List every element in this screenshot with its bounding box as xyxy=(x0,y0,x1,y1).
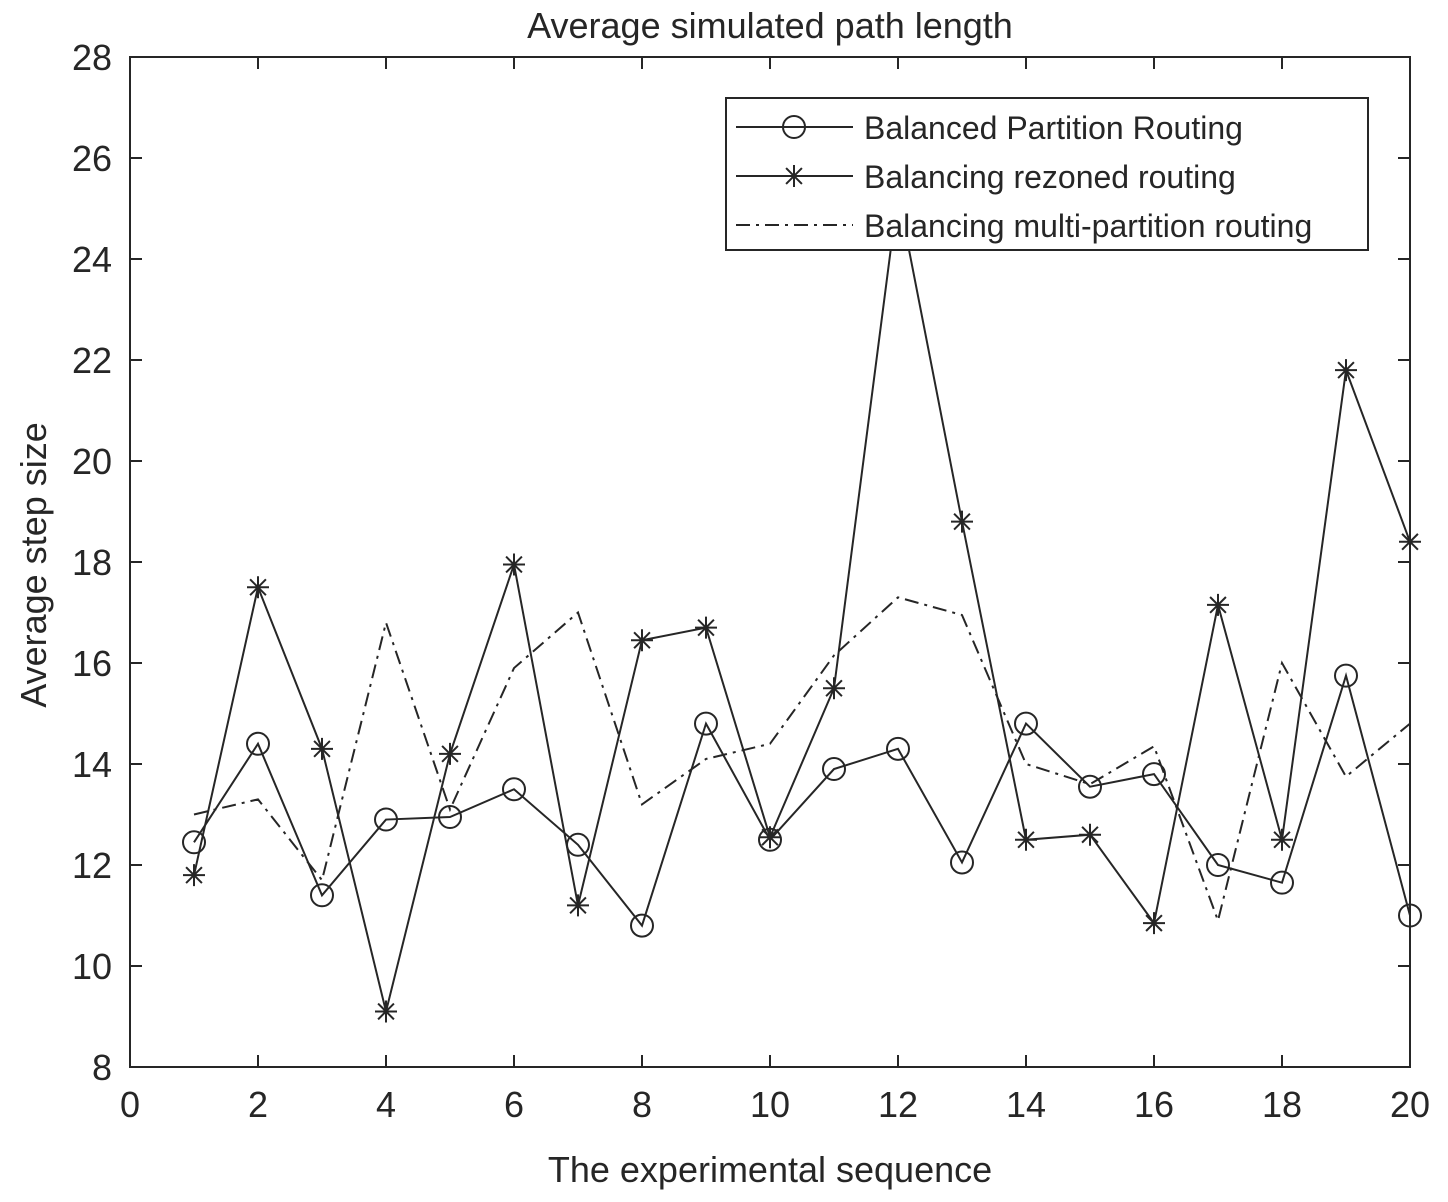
y-tick-label: 16 xyxy=(72,643,112,684)
x-tick-label: 6 xyxy=(504,1084,524,1125)
x-tick-label: 20 xyxy=(1390,1084,1430,1125)
data-point-asterisk xyxy=(823,677,845,700)
y-tick-label: 20 xyxy=(72,441,112,482)
series-3 xyxy=(193,596,1411,924)
data-point-circle xyxy=(182,830,206,855)
data-point-asterisk xyxy=(247,576,269,599)
data-point-asterisk xyxy=(375,1000,397,1023)
data-point-circle xyxy=(1142,762,1166,787)
series-line xyxy=(193,193,1411,1012)
legend-marker-asterisk xyxy=(783,165,805,187)
legend-marker-circle xyxy=(782,115,806,139)
data-point-circle xyxy=(1398,903,1422,928)
y-axis-ticks: 8 10 12 14 16 18 20 22 24 26 28 xyxy=(72,37,1410,1088)
y-tick-label: 18 xyxy=(72,542,112,583)
data-point-circle xyxy=(502,777,526,802)
x-axis-label: The experimental sequence xyxy=(548,1149,992,1190)
data-point-circle xyxy=(630,913,654,938)
data-point-asterisk xyxy=(759,826,781,849)
y-axis-label: Average step size xyxy=(13,422,54,708)
legend: Balanced Partition Routing Balancing rezo… xyxy=(725,97,1369,251)
y-tick-label: 8 xyxy=(92,1047,112,1088)
legend-entry: Balancing rezoned routing xyxy=(736,159,1236,195)
legend-entry: Balanced Partition Routing xyxy=(736,110,1243,146)
x-tick-label: 12 xyxy=(878,1084,918,1125)
x-tick-label: 4 xyxy=(376,1084,396,1125)
data-point-asterisk xyxy=(1079,823,1101,846)
data-point-circle xyxy=(950,850,974,875)
data-point-circle xyxy=(694,711,718,736)
x-tick-label: 10 xyxy=(750,1084,790,1125)
x-tick-label: 8 xyxy=(632,1084,652,1125)
y-tick-label: 14 xyxy=(72,744,112,785)
data-point-circle xyxy=(1078,774,1102,799)
x-tick-label: 16 xyxy=(1134,1084,1174,1125)
data-point-circle xyxy=(1014,711,1038,736)
data-point-asterisk xyxy=(1015,828,1037,851)
data-point-asterisk xyxy=(631,629,653,652)
data-point-circle xyxy=(1270,870,1294,895)
y-tick-label: 12 xyxy=(72,845,112,886)
legend-label: Balancing multi-partition routing xyxy=(864,208,1312,244)
legend-label: Balancing rezoned routing xyxy=(864,159,1236,195)
data-point-asterisk xyxy=(503,553,525,576)
data-point-circle xyxy=(374,807,398,832)
data-point-asterisk xyxy=(951,510,973,533)
x-tick-label: 18 xyxy=(1262,1084,1302,1125)
series-line xyxy=(193,596,1411,924)
y-tick-label: 22 xyxy=(72,340,112,381)
data-point-circle xyxy=(886,736,910,761)
data-point-asterisk xyxy=(1399,530,1421,553)
data-point-circle xyxy=(1206,853,1230,877)
x-tick-label: 2 xyxy=(248,1084,268,1125)
series-layer xyxy=(182,182,1422,1023)
data-point-asterisk xyxy=(1207,593,1229,616)
data-point-asterisk xyxy=(1143,912,1165,935)
data-point-circle xyxy=(310,883,334,908)
legend-label: Balanced Partition Routing xyxy=(864,110,1243,146)
data-point-asterisk xyxy=(311,737,333,760)
data-point-circle xyxy=(822,757,846,782)
data-point-asterisk xyxy=(567,894,589,917)
data-point-asterisk xyxy=(439,742,461,765)
legend-entry: Balancing multi-partition routing xyxy=(736,208,1312,244)
data-point-asterisk xyxy=(183,864,205,887)
y-tick-label: 28 xyxy=(72,37,112,78)
data-point-circle xyxy=(246,731,270,756)
data-point-asterisk xyxy=(695,616,717,639)
x-axis-ticks: 0 2 4 6 8 10 12 14 16 18 20 xyxy=(120,57,1430,1125)
x-tick-label: 0 xyxy=(120,1084,140,1125)
series-2 xyxy=(183,182,1421,1023)
data-point-asterisk xyxy=(1335,359,1357,382)
x-tick-label: 14 xyxy=(1006,1084,1046,1125)
data-point-circle xyxy=(438,805,462,830)
chart-title: Average simulated path length xyxy=(527,5,1013,46)
data-point-circle xyxy=(1334,663,1358,688)
y-tick-label: 10 xyxy=(72,946,112,987)
y-tick-label: 24 xyxy=(72,239,112,280)
data-point-asterisk xyxy=(1271,828,1293,851)
y-tick-label: 26 xyxy=(72,138,112,179)
